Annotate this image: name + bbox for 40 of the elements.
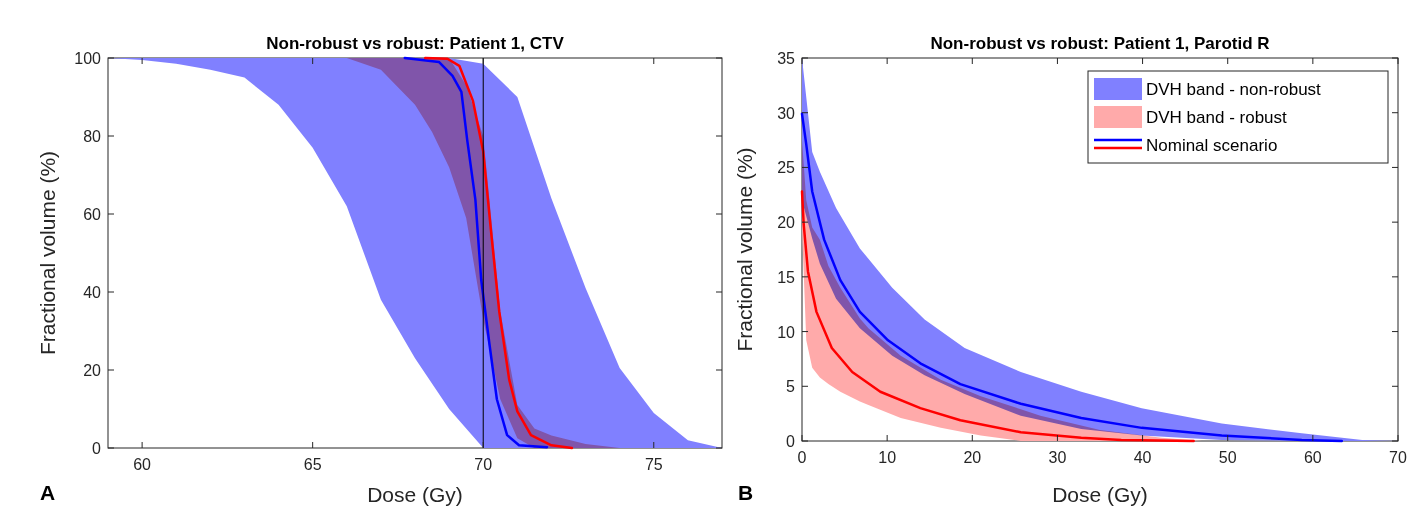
y-tick-label: 40 [83, 284, 102, 301]
x-tick-label: 30 [1048, 449, 1067, 466]
y-tick-label: 30 [777, 104, 796, 122]
legend-label: Nominal scenario [1146, 136, 1278, 155]
y-axis-title: Fractional volume (%) [733, 147, 756, 352]
x-tick-label: 70 [474, 456, 493, 473]
y-tick-label: 5 [786, 378, 796, 396]
x-tick-label: 10 [878, 449, 897, 466]
x-axis-title: Dose (Gy) [367, 483, 463, 506]
x-tick-label: 40 [1133, 449, 1152, 466]
x-tick-label: 60 [1303, 449, 1322, 466]
y-tick-label: 25 [777, 159, 796, 177]
y-tick-label: 20 [777, 214, 796, 232]
y-tick-label: 35 [777, 50, 796, 67]
y-tick-label: 80 [83, 128, 102, 145]
y-axis-title: Fractional volume (%) [36, 150, 59, 356]
legend-label: DVH band - non-robust [1146, 80, 1322, 99]
y-tick-label: 60 [83, 206, 102, 223]
x-tick-label: 50 [1218, 449, 1237, 466]
y-tick-label: 20 [83, 362, 102, 379]
y-tick-label: 10 [777, 323, 796, 341]
x-tick-label: 75 [644, 456, 663, 473]
x-axis-title: Dose (Gy) [1052, 483, 1148, 506]
x-tick-label: 60 [133, 456, 152, 473]
chart-title: Non-robust vs robust: Patient 1, Parotid R [930, 34, 1270, 53]
x-tick-label: 70 [1389, 449, 1407, 466]
text: A [40, 481, 56, 504]
line-series [423, 56, 574, 450]
y-tick-label: 0 [786, 433, 796, 450]
x-tick-label: 0 [797, 449, 807, 466]
x-tick-label: 20 [963, 449, 982, 466]
text: B [738, 481, 754, 504]
y-tick-label: 100 [74, 50, 102, 67]
legend-label: DVH band - robust [1146, 108, 1288, 127]
line-series [800, 112, 1344, 443]
y-tick-label: 15 [777, 268, 796, 286]
x-tick-label: 65 [303, 456, 322, 473]
line-series [403, 56, 549, 449]
line-series [800, 190, 1195, 443]
chart-title: Non-robust vs robust: Patient 1, CTV [266, 34, 565, 53]
